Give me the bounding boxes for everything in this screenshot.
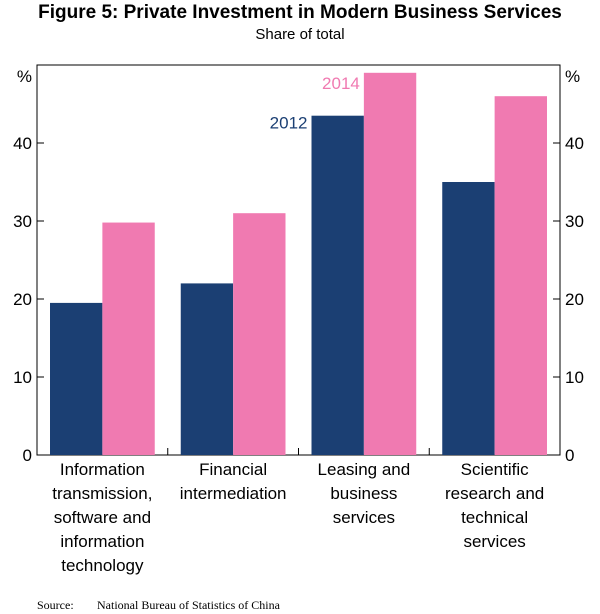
y-tick-label-right: 0 [565, 446, 574, 465]
category-label-line: services [333, 508, 395, 527]
bar-2012 [311, 115, 364, 455]
bar-2014 [363, 72, 417, 456]
series-label-2014: 2014 [322, 74, 360, 93]
bar-2014 [233, 213, 286, 455]
y-tick-label-left: 10 [13, 368, 32, 387]
category-label-line: information [60, 532, 144, 551]
y-tick-label-left: 20 [13, 290, 32, 309]
category-label: Scientific research and technical services [445, 460, 544, 551]
y-tick-label-right: 30 [565, 212, 584, 231]
chart-title: Figure 5: Private Investment in Modern B… [38, 2, 562, 23]
y-tick-label-right: 10 [565, 368, 584, 387]
source-note: Source: National Bureau of Statistics of … [37, 598, 280, 613]
category-label-line: Scientific [461, 460, 530, 479]
category-label: Leasing and business services [318, 460, 411, 527]
y-tick-label-right: 20 [565, 290, 584, 309]
category-label-line: Financial [199, 460, 267, 479]
chart-subtitle: Share of total [255, 26, 345, 43]
y-tick-label-right: 40 [565, 134, 584, 153]
category-label-line: Information [60, 460, 145, 479]
bar-2014 [494, 96, 547, 455]
y-axis-unit-right: % [565, 67, 580, 86]
category-label-line: technology [61, 556, 144, 575]
source-label: Source: [37, 598, 74, 612]
source-text: National Bureau of Statistics of China [97, 598, 280, 612]
bar-2012 [50, 302, 103, 455]
category-label-line: technical [461, 508, 528, 527]
category-label-line: intermediation [180, 484, 287, 503]
y-tick-label-left: 30 [13, 212, 32, 231]
category-label-line: Leasing and [318, 460, 411, 479]
series-label-2012: 2012 [270, 114, 308, 133]
y-axis-unit-left: % [17, 67, 32, 86]
y-tick-label-left: 40 [13, 134, 32, 153]
category-label-line: software and [54, 508, 151, 527]
category-label-line: business [330, 484, 397, 503]
category-label-line: transmission, [52, 484, 152, 503]
bar-2012 [180, 283, 234, 455]
category-label-line: services [463, 532, 525, 551]
category-label: Information transmission, software and info… [52, 460, 152, 575]
category-label-line: research and [445, 484, 544, 503]
bar-2014 [102, 222, 155, 455]
category-label: Financial intermediation [180, 460, 287, 503]
y-tick-label-left: 0 [23, 446, 32, 465]
bar-2012 [442, 182, 495, 455]
